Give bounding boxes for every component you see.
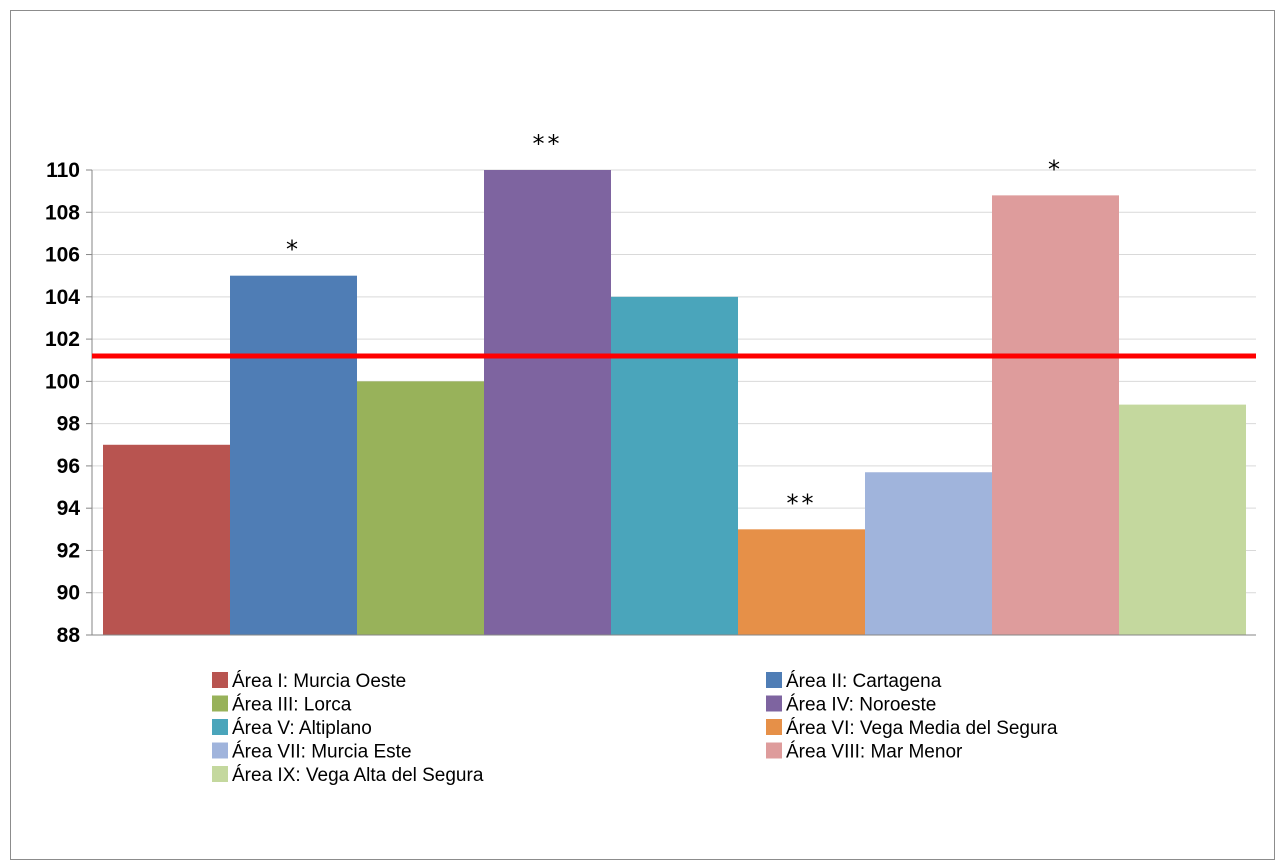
legend-label: Área VIII: Mar Menor [786, 742, 963, 763]
y-tick-label: 104 [45, 286, 80, 309]
legend-label: Área VI: Vega Media del Segura [786, 718, 1058, 739]
legend-label: Área V: Altiplano [232, 718, 372, 739]
bar [357, 381, 484, 635]
y-tick-label: 100 [45, 370, 80, 393]
significance-marker: ** [787, 489, 817, 517]
legend-label: Área VII: Murcia Este [232, 742, 412, 763]
legend-label: Área I: Murcia Oeste [232, 671, 406, 692]
y-tick-label: 108 [45, 201, 80, 224]
legend-label: Área IV: Noroeste [786, 695, 936, 716]
legend-swatch [766, 719, 782, 735]
y-tick-label: 96 [57, 455, 80, 478]
legend-label: Área II: Cartagena [786, 671, 942, 692]
y-tick-label: 110 [46, 159, 80, 182]
bar [865, 472, 992, 635]
legend-label: Área III: Lorca [232, 695, 352, 716]
legend-swatch [766, 742, 782, 759]
legend-swatch [212, 695, 228, 712]
significance-marker: * [1048, 155, 1063, 183]
significance-marker: * [286, 236, 301, 264]
legend-swatch [212, 672, 228, 688]
y-tick-label: 90 [57, 582, 80, 605]
y-tick-label: 98 [57, 413, 81, 436]
legend-swatch [212, 766, 228, 782]
y-tick-label: 88 [57, 624, 81, 647]
y-tick-label: 106 [45, 244, 80, 267]
y-tick-label: 92 [57, 539, 80, 562]
bar [1119, 404, 1246, 635]
y-tick-label: 102 [45, 328, 80, 351]
legend-swatch [212, 719, 228, 735]
bar [992, 195, 1119, 635]
y-tick-label: 94 [57, 497, 81, 520]
y-axis: 88 90 92 94 96 98 100 102 104 106 108 110 [45, 159, 1256, 647]
legend-label: Área IX: Vega Alta del Segura [232, 765, 484, 786]
legend-swatch [766, 672, 782, 688]
significance-annotations: ****** [286, 130, 1063, 517]
bar [103, 444, 230, 635]
legend-swatch [766, 695, 782, 712]
bar [230, 275, 357, 635]
legend: Área I: Murcia Oeste Área II: Cartagena Ár… [212, 671, 1058, 786]
bar [738, 529, 865, 635]
significance-marker: ** [533, 130, 563, 158]
bars [103, 170, 1246, 635]
bar [484, 170, 611, 635]
bar [611, 296, 738, 635]
legend-swatch [212, 742, 228, 759]
